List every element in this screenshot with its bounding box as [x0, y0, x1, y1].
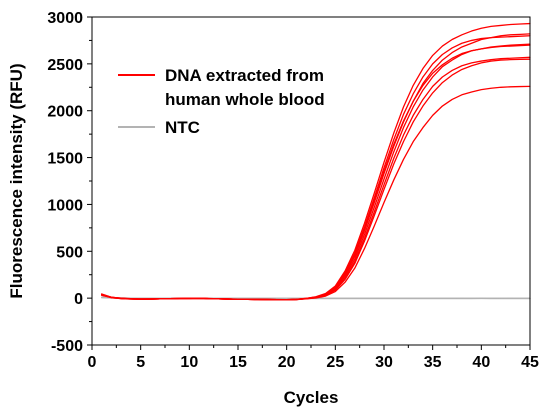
x-tick-label: 25 — [326, 354, 344, 371]
x-tick-label: 15 — [229, 354, 247, 371]
legend-label-2: NTC — [165, 118, 200, 137]
y-tick-label: 3000 — [47, 10, 83, 27]
x-tick-label: 0 — [88, 354, 97, 371]
y-tick-label: 0 — [74, 291, 83, 308]
x-tick-label: 20 — [278, 354, 296, 371]
y-tick-label: -500 — [51, 338, 83, 355]
y-tick-label: 500 — [56, 244, 83, 261]
x-tick-label: 45 — [521, 354, 539, 371]
y-axis-title: Fluorescence intensity (RFU) — [7, 63, 26, 298]
legend-label-1: DNA extracted from — [165, 66, 324, 85]
y-tick-label: 1500 — [47, 151, 83, 168]
x-axis-title: Cycles — [284, 388, 339, 407]
x-tick-label: 30 — [375, 354, 393, 371]
y-tick-label: 2500 — [47, 57, 83, 74]
axes-layer: 0 5 10 15 20 25 30 35 40 45 -500 0 500 1000 1500 2000 25… — [47, 10, 539, 371]
x-tick-label: 40 — [472, 354, 490, 371]
x-tick-label: 5 — [136, 354, 145, 371]
y-tick-label: 2000 — [47, 104, 83, 121]
series-layer — [101, 22, 531, 301]
legend: DNA extracted from human whole blood NTC — [118, 66, 325, 137]
x-tick-label: 35 — [424, 354, 442, 371]
x-tick-label: 10 — [180, 354, 198, 371]
legend-label-1: human whole blood — [165, 90, 325, 109]
y-tick-label: 1000 — [47, 197, 83, 214]
sample-curve-8 — [101, 85, 531, 301]
